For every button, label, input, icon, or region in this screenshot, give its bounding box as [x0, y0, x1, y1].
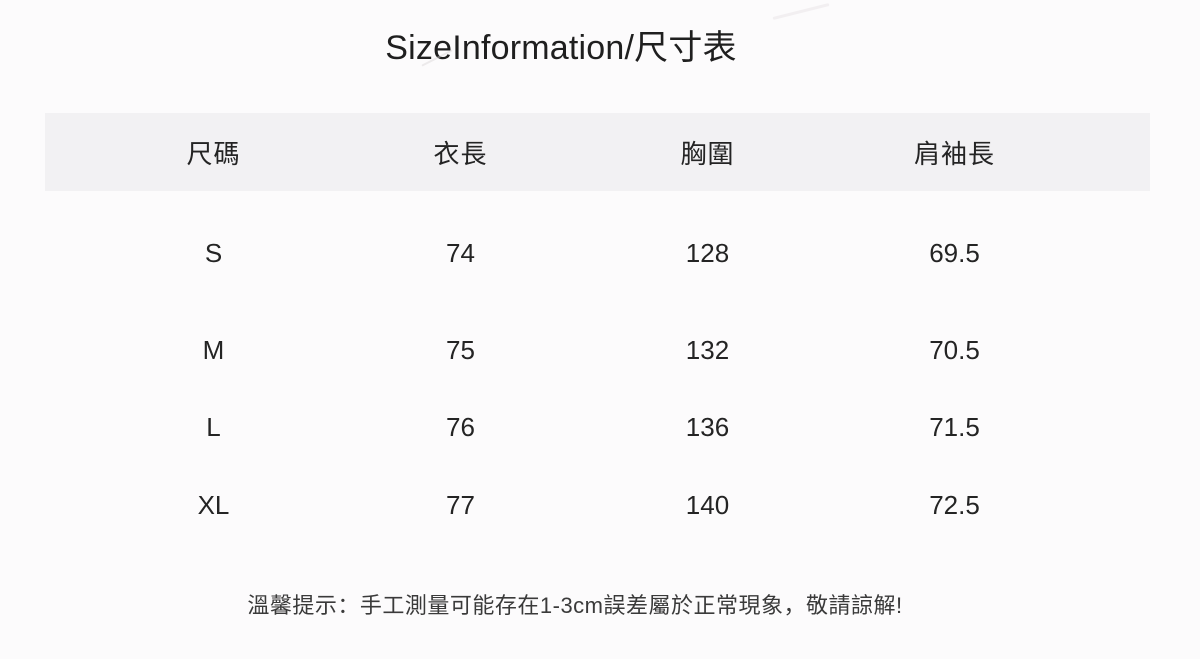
cell-bust: 140 — [685, 489, 730, 520]
table-header-row: 尺碼 衣長 胸圍 肩袖長 — [45, 113, 1150, 191]
table-row: M 75 132 70.5 — [45, 330, 1150, 370]
disclaimer-note: 溫馨提示：手工測量可能存在1-3cm誤差屬於正常現象，敬請諒解! — [247, 593, 903, 618]
table-row: XL 77 140 72.5 — [45, 485, 1150, 525]
table-row: L 76 136 71.5 — [45, 407, 1150, 447]
cell-shoulder-sleeve-length: 70.5 — [929, 334, 980, 365]
page-title: SizeInformation/尺寸表 — [385, 29, 737, 67]
cell-bust: 132 — [685, 334, 730, 365]
cell-shoulder-sleeve-length: 72.5 — [929, 489, 980, 520]
watermark-stroke — [772, 3, 830, 20]
cell-bust: 128 — [685, 237, 730, 268]
cell-size: XL — [197, 489, 230, 520]
cell-garment-length: 77 — [446, 489, 475, 520]
cell-size: L — [206, 411, 221, 442]
table-row: S 74 128 69.5 — [45, 233, 1150, 273]
column-header-bust: 胸圍 — [680, 138, 735, 169]
cell-shoulder-sleeve-length: 71.5 — [929, 411, 980, 442]
cell-bust: 136 — [685, 411, 730, 442]
cell-garment-length: 74 — [446, 237, 475, 268]
column-header-shoulder-sleeve-length: 肩袖長 — [913, 138, 995, 169]
cell-size: S — [204, 237, 223, 268]
column-header-size: 尺碼 — [186, 138, 241, 169]
cell-garment-length: 75 — [446, 334, 475, 365]
cell-garment-length: 76 — [446, 411, 475, 442]
cell-shoulder-sleeve-length: 69.5 — [929, 237, 980, 268]
column-header-garment-length: 衣長 — [433, 138, 488, 169]
cell-size: M — [202, 334, 225, 365]
